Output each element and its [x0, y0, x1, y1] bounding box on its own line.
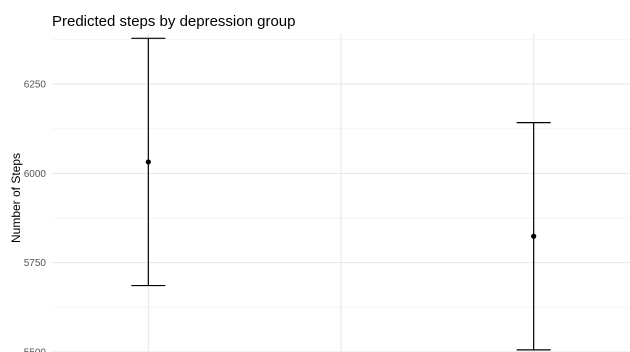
data-point: [531, 233, 537, 239]
y-tick-label: 6250: [24, 80, 47, 91]
chart-title: Predicted steps by depression group: [52, 13, 295, 30]
marks-layer: [131, 37, 551, 351]
data-point: [145, 159, 151, 165]
y-tick-label: 5500: [24, 348, 47, 352]
y-tick-label: 5750: [24, 258, 47, 269]
y-axis-label: Number of Steps: [9, 153, 23, 243]
grid-layer: [52, 34, 630, 352]
axis-layer: 5500 5750 6000 6250: [24, 80, 47, 352]
y-tick-label: 6000: [24, 169, 47, 180]
